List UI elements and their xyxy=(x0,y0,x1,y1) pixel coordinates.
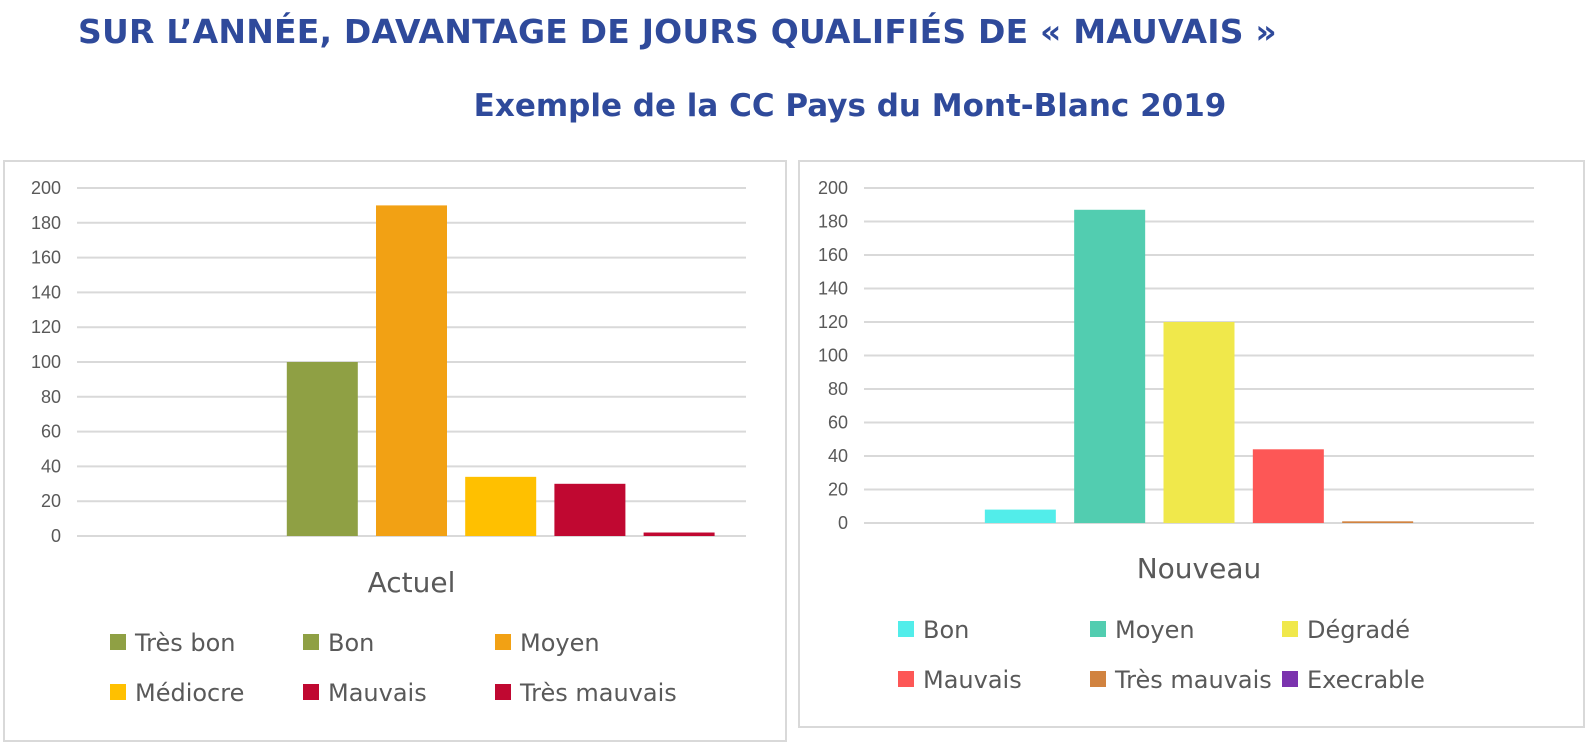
y-tick-label: 120 xyxy=(31,317,61,337)
bar-actuel-2 xyxy=(376,205,447,536)
y-tick-label: 40 xyxy=(828,446,848,466)
legend-swatch xyxy=(898,621,914,637)
legend-swatch xyxy=(495,684,511,700)
y-tick-label: 180 xyxy=(31,213,61,233)
y-tick-label: 40 xyxy=(41,456,61,476)
y-tick-label: 140 xyxy=(818,279,848,299)
page-subtitle: Exemple de la CC Pays du Mont-Blanc 2019 xyxy=(473,88,1227,124)
legend-label: Bon xyxy=(923,616,969,644)
y-tick-label: 80 xyxy=(828,379,848,399)
x-axis-title: Actuel xyxy=(368,566,456,599)
bar-actuel-1 xyxy=(286,362,358,536)
y-tick-label: 160 xyxy=(31,248,61,268)
y-tick-label: 0 xyxy=(838,513,848,533)
y-tick-label: 200 xyxy=(31,178,61,198)
bar-nouveau-3 xyxy=(1252,449,1324,523)
x-axis-title: Nouveau xyxy=(1137,552,1262,585)
legend-label: Bon xyxy=(328,629,374,657)
y-tick-label: 60 xyxy=(828,413,848,433)
page-title: SUR L’ANNÉE, DAVANTAGE DE JOURS QUALIFIÉ… xyxy=(78,12,1277,51)
chart-panel-nouveau: 0 20 40 60 80 100 120 140 160 180 200 Nouveau Bon Moy… xyxy=(798,160,1585,728)
legend-swatch xyxy=(1090,671,1106,687)
legend-label: Moyen xyxy=(520,629,600,657)
legend-label: Très bon xyxy=(134,629,236,657)
y-tick-label: 180 xyxy=(818,212,848,232)
bar-nouveau-1 xyxy=(1074,209,1146,523)
y-tick-label: 100 xyxy=(818,346,848,366)
y-tick-label: 0 xyxy=(51,526,61,546)
legend-label: Médiocre xyxy=(135,679,244,707)
bar-nouveau-4 xyxy=(1342,521,1414,523)
y-tick-label: 160 xyxy=(818,245,848,265)
legend-label: Moyen xyxy=(1115,616,1195,644)
legend-swatch xyxy=(1282,621,1298,637)
y-tick-label: 120 xyxy=(818,312,848,332)
bar-actuel-3 xyxy=(465,476,537,536)
legend-swatch xyxy=(1090,621,1106,637)
y-tick-label: 20 xyxy=(41,491,61,511)
legend-swatch xyxy=(303,684,319,700)
legend-swatch xyxy=(110,634,126,650)
y-tick-label: 60 xyxy=(41,422,61,442)
legend-label: Mauvais xyxy=(328,679,427,707)
legend-swatch xyxy=(110,684,126,700)
legend-label: Execrable xyxy=(1307,666,1425,694)
legend-label: Dégradé xyxy=(1307,616,1410,644)
legend-swatch xyxy=(898,671,914,687)
legend-label: Mauvais xyxy=(923,666,1022,694)
chart-nouveau: 0 20 40 60 80 100 120 140 160 180 200 Nouveau Bon Moy… xyxy=(818,178,1534,694)
bar-actuel-4 xyxy=(554,483,626,536)
legend-swatch xyxy=(495,634,511,650)
chart-panel-actuel: 0 20 40 60 80 100 120 140 160 180 200 Actuel Très bo… xyxy=(3,160,787,742)
chart-actuel: 0 20 40 60 80 100 120 140 160 180 200 Actuel Très bo… xyxy=(31,178,746,707)
y-tick-label: 20 xyxy=(828,480,848,500)
y-tick-label: 200 xyxy=(818,178,848,198)
y-tick-label: 100 xyxy=(31,352,61,372)
legend-swatch xyxy=(303,634,319,650)
bar-nouveau-0 xyxy=(984,509,1056,523)
legend-label: Très mauvais xyxy=(1114,666,1272,694)
bar-actuel-5 xyxy=(643,532,715,536)
bar-nouveau-2 xyxy=(1163,322,1235,523)
y-tick-label: 80 xyxy=(41,387,61,407)
legend-swatch xyxy=(1282,671,1298,687)
y-tick-label: 140 xyxy=(31,282,61,302)
legend-label: Très mauvais xyxy=(519,679,677,707)
